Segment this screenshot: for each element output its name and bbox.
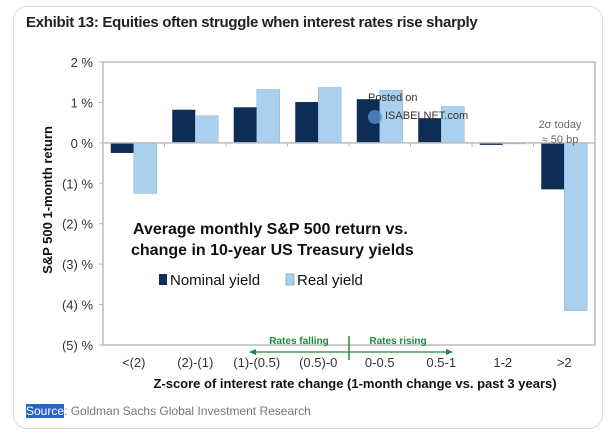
- arrow-left-icon: [249, 349, 256, 355]
- legend-label: Real yield: [297, 272, 363, 289]
- bar-nominal-yield: [172, 109, 196, 143]
- y-tick-label: (3) %: [62, 257, 94, 272]
- bar-real-yield: [318, 87, 342, 144]
- bar-nominal-yield: [418, 118, 442, 143]
- watermark-line2: ISABELNET.com: [385, 110, 468, 122]
- source-line: Source: Goldman Sachs Global Investment …: [26, 404, 311, 418]
- x-tick-label: >2: [557, 355, 572, 370]
- x-tick-label: (2)-(1): [177, 355, 213, 370]
- bar-real-yield: [256, 89, 280, 144]
- exhibit-title: Exhibit 13: Equities often struggle when…: [26, 14, 478, 31]
- bar-real-yield: [564, 142, 588, 311]
- y-tick-label: 0 %: [71, 136, 94, 151]
- y-tick-label: (4) %: [62, 298, 94, 313]
- x-tick-label: 0-0.5: [365, 355, 395, 370]
- chart-card: [13, 6, 603, 429]
- x-tick-label: (0.5)-0: [299, 355, 337, 370]
- bar-nominal-yield: [479, 142, 503, 145]
- bar-nominal-yield: [110, 142, 134, 153]
- y-tick-label: 2 %: [71, 55, 94, 70]
- today-annotation: 2σ today: [539, 119, 582, 131]
- y-tick-label: 1 %: [71, 95, 94, 110]
- bar-nominal-yield: [541, 142, 565, 190]
- isabelnet-logo-icon: [368, 110, 382, 124]
- rates-falling-label: Rates falling: [269, 336, 328, 347]
- source-text: : Goldman Sachs Global Investment Resear…: [64, 404, 311, 418]
- rates-rising-label: Rates rising: [369, 336, 426, 347]
- bar-nominal-yield: [233, 107, 257, 143]
- bar-real-yield: [195, 115, 219, 144]
- legend-swatch: [285, 273, 295, 286]
- bar-nominal-yield: [295, 102, 319, 143]
- x-tick-label: 1-2: [493, 355, 512, 370]
- arrow-right-icon: [446, 349, 453, 355]
- x-tick-label: (1)-(0.5): [233, 355, 280, 370]
- chart-inner-title: Average monthly S&P 500 return vs.: [133, 221, 408, 238]
- x-axis-title: Z-score of interest rate change (1-month…: [153, 376, 556, 391]
- today-annotation: ≈ 50 bp: [542, 134, 579, 146]
- legend-swatch: [159, 274, 167, 285]
- watermark-line1: Posted on: [368, 92, 418, 104]
- legend-label: Nominal yield: [170, 272, 260, 289]
- y-tick-label: (5) %: [62, 338, 94, 353]
- y-tick-label: (1) %: [62, 176, 94, 191]
- chart-inner-title: change in 10-year US Treasury yields: [131, 242, 414, 259]
- source-label: Source: [26, 404, 65, 418]
- y-tick-label: (2) %: [62, 217, 94, 232]
- bar-real-yield: [133, 142, 157, 194]
- x-tick-label: 0.5-1: [426, 355, 456, 370]
- x-tick-label: <(2): [122, 355, 145, 370]
- y-axis-title: S&P 500 1-month return: [40, 126, 55, 274]
- plot-frame: [102, 61, 596, 346]
